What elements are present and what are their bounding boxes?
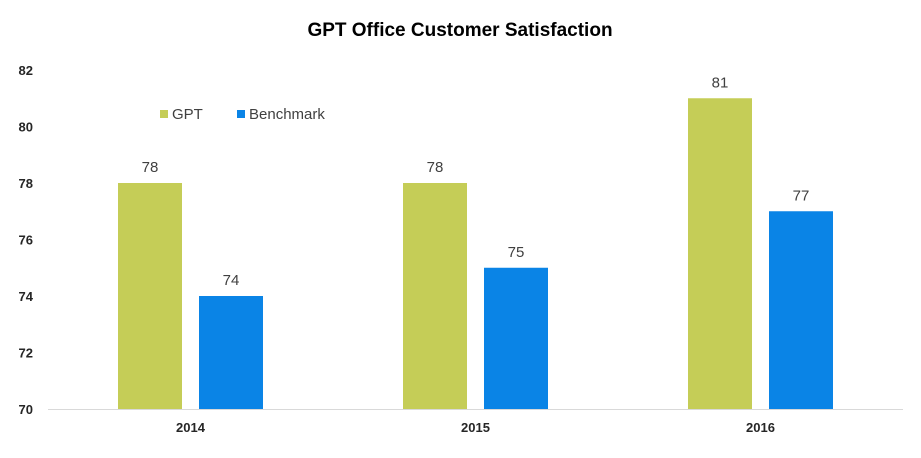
y-tick-label: 74	[19, 289, 34, 304]
legend-swatch-benchmark	[237, 110, 245, 118]
data-label: 75	[508, 244, 525, 261]
y-tick-label: 72	[19, 346, 33, 361]
bar-gpt-2016	[688, 98, 752, 409]
y-tick-label: 78	[19, 176, 33, 191]
bar-benchmark-2014	[199, 296, 263, 409]
x-tick-label: 2016	[746, 420, 775, 435]
y-tick-label: 70	[19, 402, 33, 417]
data-label: 78	[142, 159, 159, 176]
data-label: 74	[223, 272, 240, 289]
bar-benchmark-2015	[484, 267, 548, 409]
data-label: 81	[712, 74, 729, 91]
x-tick-label: 2014	[176, 420, 206, 435]
y-tick-label: 76	[19, 233, 33, 248]
legend-label-benchmark: Benchmark	[249, 106, 325, 123]
legend-swatch-gpt	[160, 110, 168, 118]
data-label: 77	[793, 187, 810, 204]
legend-label-gpt: GPT	[172, 106, 203, 123]
legend: GPT Benchmark	[160, 106, 325, 123]
bar-gpt-2014	[118, 183, 182, 409]
chart-title: GPT Office Customer Satisfaction	[307, 20, 612, 41]
data-labels-layer: 78 74 78 75 81 77	[142, 74, 810, 289]
bar-gpt-2015	[403, 183, 467, 409]
x-tick-label: 2015	[461, 420, 490, 435]
x-axis-labels: 2014 2015 2016	[176, 420, 775, 435]
y-axis-labels: 70 72 74 76 78 80 82	[19, 63, 34, 417]
data-label: 78	[427, 159, 444, 176]
bars-layer	[118, 98, 833, 409]
y-tick-label: 80	[19, 120, 33, 135]
bar-benchmark-2016	[769, 211, 833, 409]
y-tick-label: 82	[19, 63, 33, 78]
